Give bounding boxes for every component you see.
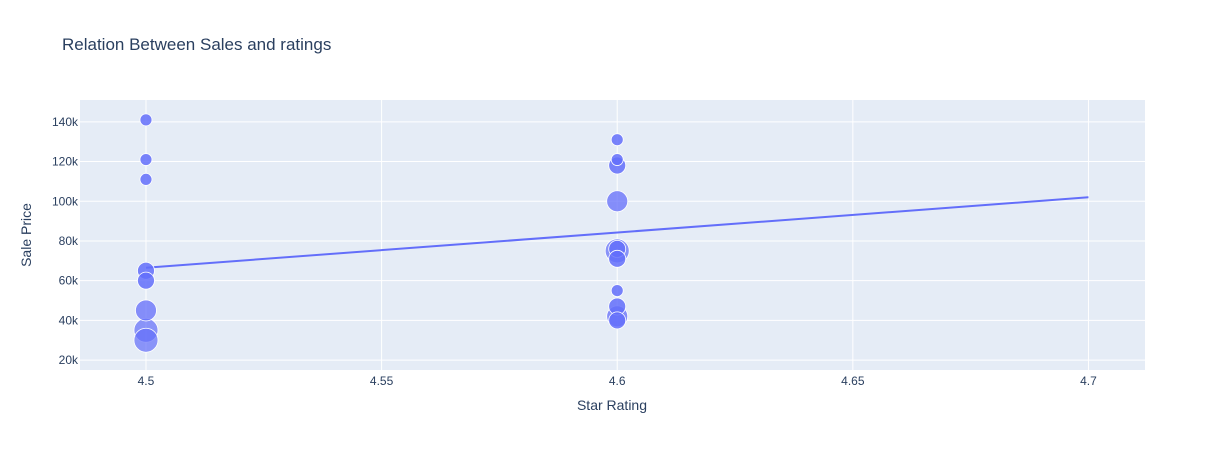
x-tick-label: 4.65 xyxy=(841,374,865,388)
y-axis-title: Sale Price xyxy=(18,203,34,267)
data-point[interactable] xyxy=(137,271,155,290)
x-tick-label: 4.55 xyxy=(370,374,394,388)
data-point[interactable] xyxy=(606,190,629,213)
y-tick-label: 120k xyxy=(52,155,79,169)
data-point[interactable] xyxy=(608,311,627,330)
x-tick-label: 4.7 xyxy=(1080,374,1097,388)
y-tick-label: 140k xyxy=(52,115,79,129)
data-points xyxy=(133,113,630,353)
data-point[interactable] xyxy=(608,249,627,268)
trendline-group xyxy=(145,196,1089,269)
y-axis-ticks: 20k 40k 60k 80k 100k 120k 140k xyxy=(52,115,79,367)
x-axis-ticks: 4.5 4.55 4.6 4.65 4.7 xyxy=(138,374,1097,388)
y-tick-label: 20k xyxy=(59,353,79,367)
y-tick-label: 60k xyxy=(59,274,79,288)
x-axis-title: Star Rating xyxy=(577,397,647,413)
data-point[interactable] xyxy=(133,327,159,353)
x-tick-label: 4.6 xyxy=(609,374,626,388)
data-point[interactable] xyxy=(135,299,157,322)
data-point[interactable] xyxy=(610,284,624,297)
data-point[interactable] xyxy=(139,153,153,166)
y-tick-label: 40k xyxy=(59,313,79,327)
trendline xyxy=(145,196,1089,269)
data-point[interactable] xyxy=(610,133,624,147)
chart-title: Relation Between Sales and ratings xyxy=(62,35,331,54)
data-point[interactable] xyxy=(139,113,153,127)
y-tick-label: 100k xyxy=(52,194,79,208)
y-tick-label: 80k xyxy=(59,234,79,248)
x-tick-label: 4.5 xyxy=(138,374,155,388)
data-point[interactable] xyxy=(610,153,624,166)
data-point[interactable] xyxy=(139,173,153,186)
